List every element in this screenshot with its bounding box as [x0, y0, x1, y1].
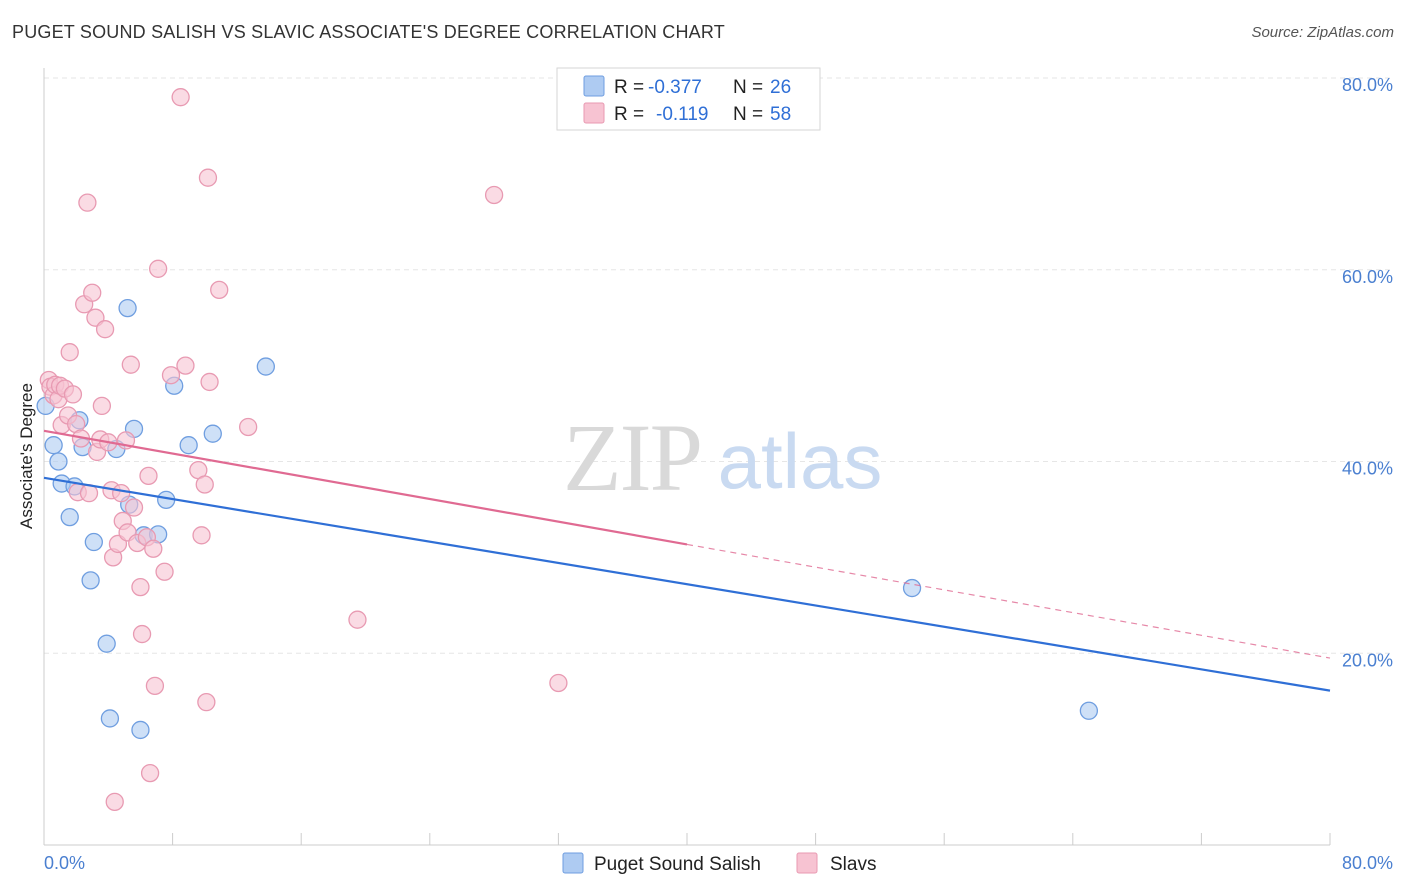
watermark: ZIP atlas — [563, 404, 882, 511]
legend-n-value: 58 — [770, 104, 791, 125]
watermark-atlas: atlas — [718, 417, 883, 505]
watermark-zip: ZIP — [563, 404, 701, 511]
data-point-pink — [105, 792, 124, 812]
data-point-pink — [124, 498, 144, 517]
bottom-legend-swatch-pink — [796, 852, 818, 874]
data-point-blue — [84, 532, 103, 552]
trend-line-pink — [43, 429, 688, 546]
data-point-pink — [83, 283, 102, 302]
data-point-blue — [49, 452, 68, 471]
data-point-blue — [118, 298, 137, 318]
data-point-pink — [95, 320, 115, 339]
data-point-pink — [78, 193, 97, 212]
data-point-pink — [197, 692, 216, 712]
legend-r-label: R = — [614, 104, 644, 125]
y-tick-label: 40.0% — [1342, 459, 1393, 479]
data-point-pink — [155, 562, 174, 581]
data-point-blue — [131, 720, 150, 740]
data-point-pink — [161, 366, 181, 385]
data-point-blue — [256, 357, 275, 376]
data-point-pink — [63, 385, 83, 404]
data-point-pink — [139, 466, 158, 486]
legend-r-value: -0.377 — [648, 77, 702, 98]
x-tick-label: 0.0% — [44, 853, 85, 873]
data-point-pink — [148, 259, 168, 278]
data-point-pink — [239, 417, 258, 437]
data-point-pink — [132, 624, 152, 644]
series-legend: Puget Sound Salish Slavs — [562, 852, 876, 875]
data-point-pink — [484, 185, 504, 205]
legend-swatch-pink — [583, 102, 605, 124]
data-point-blue — [179, 436, 198, 455]
data-point-pink — [131, 577, 150, 597]
data-point-blue — [81, 571, 100, 590]
data-point-pink — [192, 526, 211, 545]
data-point-pink — [549, 673, 568, 693]
data-point-pink — [145, 676, 165, 695]
data-point-blue — [1079, 701, 1099, 720]
data-point-pink — [176, 356, 195, 375]
axes — [43, 68, 1331, 846]
chart-title: PUGET SOUND SALISH VS SLAVIC ASSOCIATE'S… — [12, 22, 725, 42]
legend-n-label: N = — [733, 77, 763, 98]
data-point-blue — [97, 634, 116, 653]
trend-line-extension-pink — [686, 543, 1331, 659]
data-point-blue — [100, 709, 120, 728]
bottom-legend-label: Puget Sound Salish — [594, 854, 761, 875]
x-tick-label: 80.0% — [1342, 853, 1393, 873]
data-point-pink — [144, 539, 163, 558]
data-point-pink — [171, 88, 190, 107]
bottom-legend-swatch-blue — [562, 852, 584, 874]
data-point-pink — [348, 610, 367, 629]
correlation-legend: R = -0.377 N = 26 R = -0.119 N = 58 — [556, 67, 821, 131]
trend-lines — [43, 429, 1331, 692]
y-tick-label: 80.0% — [1342, 75, 1393, 95]
data-point-blue — [203, 424, 222, 443]
y-tick-label: 20.0% — [1342, 650, 1393, 670]
data-point-pink — [92, 396, 112, 416]
y-tick-label: 60.0% — [1342, 267, 1393, 287]
trend-line-blue — [43, 476, 1331, 692]
chart-source: Source: ZipAtlas.com — [1251, 24, 1394, 41]
legend-r-label: R = — [614, 77, 644, 98]
data-point-pink — [112, 483, 131, 503]
data-point-pink — [210, 280, 229, 300]
legend-r-value: -0.119 — [656, 104, 708, 125]
data-point-pink — [200, 372, 219, 392]
data-point-blue — [44, 436, 63, 455]
legend-swatch-blue — [583, 75, 605, 97]
data-points — [36, 88, 1099, 812]
legend-n-value: 26 — [770, 77, 791, 98]
data-point-blue — [902, 578, 922, 598]
tick-labels: 20.0% 40.0% 60.0% 80.0% 0.0% 80.0% — [44, 75, 1393, 873]
data-point-pink — [195, 475, 214, 494]
data-point-pink — [60, 343, 79, 362]
data-point-pink — [140, 763, 160, 783]
data-point-pink — [198, 168, 218, 187]
data-point-blue — [60, 507, 79, 527]
legend-n-label: N = — [733, 104, 763, 125]
bottom-legend-label: Slavs — [830, 854, 876, 875]
gridlines — [44, 77, 1393, 654]
data-point-pink — [121, 355, 140, 374]
